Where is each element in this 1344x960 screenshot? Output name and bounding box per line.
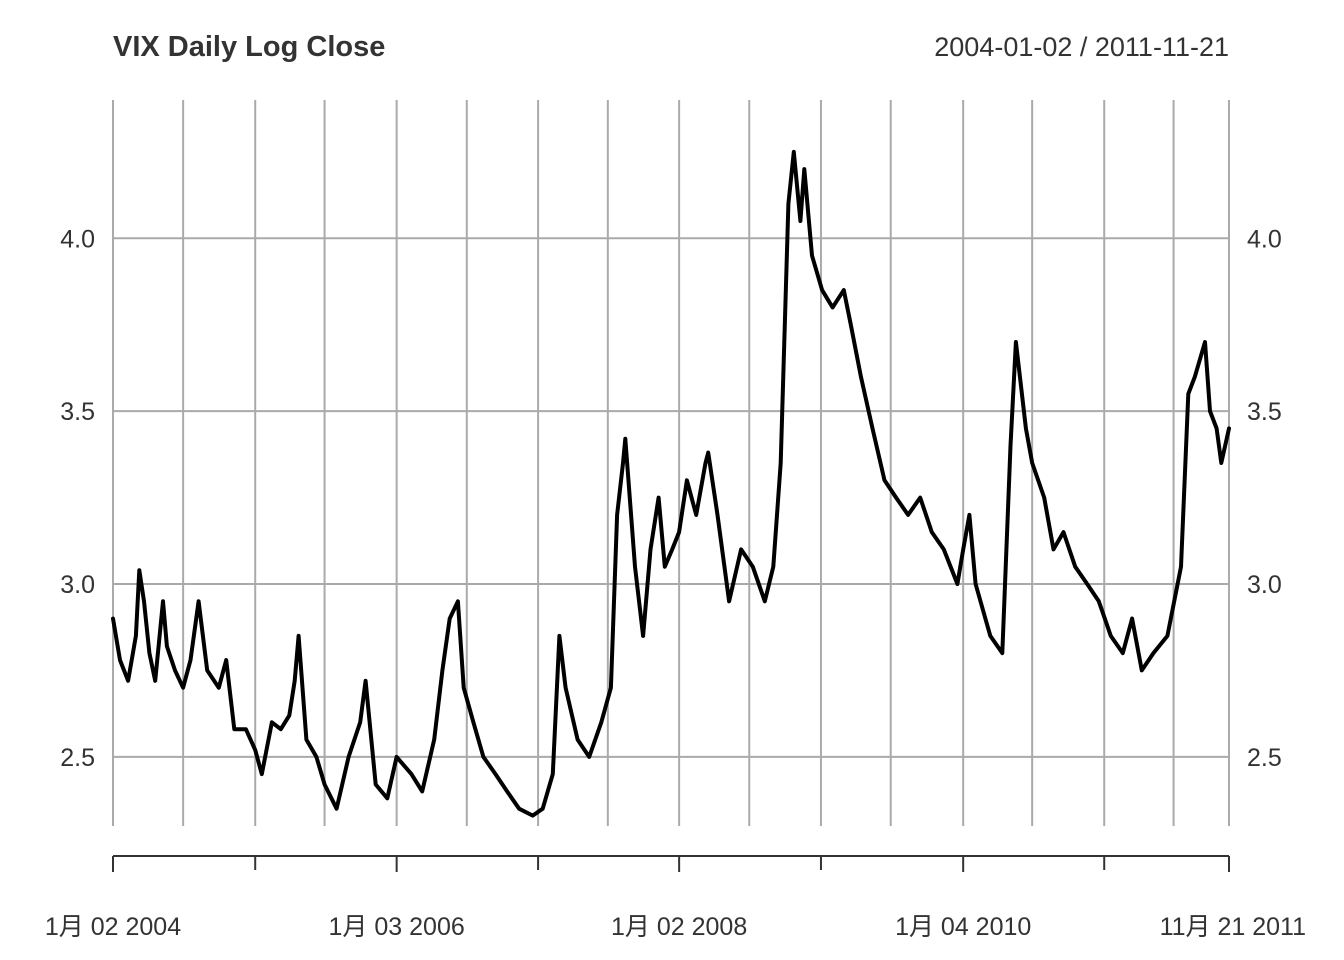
x-axis: 1月 02 2004 1月 03 2006 1月 02 2008 1月 04 2010…: [45, 855, 1306, 941]
series-group: [111, 149, 1231, 818]
y-tick-label-left: 3.0: [60, 571, 95, 599]
x-tick-label: 1月 03 2006: [329, 913, 465, 941]
y-tick-label-left: 3.5: [60, 398, 95, 426]
x-tick-label: 1月 04 2010: [895, 913, 1031, 941]
series-line: [111, 149, 1231, 818]
y-tick-label-right: 3.0: [1247, 571, 1282, 599]
y-tick-label-right: 4.0: [1247, 225, 1282, 253]
y-tick-label-right: 3.5: [1247, 398, 1282, 426]
y-tick-label-left: 2.5: [60, 744, 95, 772]
y-tick-label-left: 4.0: [60, 225, 95, 253]
x-tick-label: 11月 21 2011: [1160, 913, 1306, 941]
x-tick-label: 1月 02 2004: [45, 913, 181, 941]
y-axis-left: 2.5 3.0 3.5 4.0: [60, 225, 95, 772]
y-tick-label-right: 2.5: [1247, 744, 1282, 772]
x-tick-label: 1月 02 2008: [611, 913, 747, 941]
chart-title: VIX Daily Log Close: [113, 31, 385, 63]
y-gridlines: [113, 237, 1229, 758]
date-range-label: 2004-01-02 / 2011-11-21: [934, 32, 1229, 62]
y-axis-right: 2.5 3.0 3.5 4.0: [1247, 225, 1282, 772]
